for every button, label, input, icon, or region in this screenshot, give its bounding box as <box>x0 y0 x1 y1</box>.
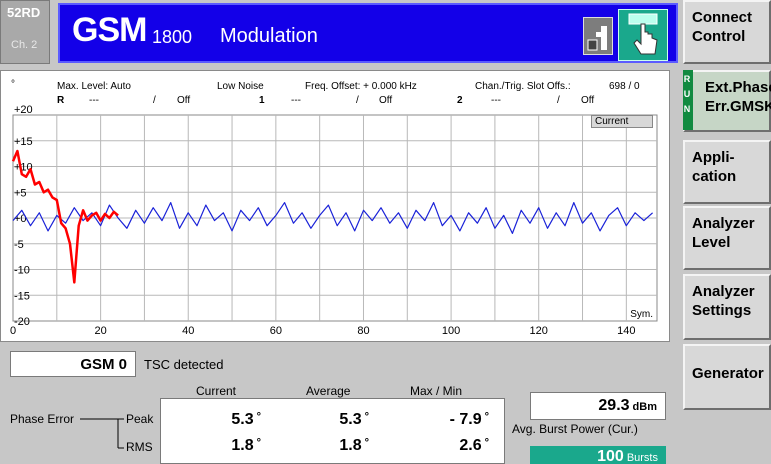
marker-2-slash: / <box>557 95 560 106</box>
ext-phase-err-button[interactable]: Ext.Phase Err.GMSK <box>683 70 771 132</box>
marker-1-slash: / <box>356 95 359 106</box>
y-tick-label: +20 <box>14 104 33 116</box>
burst-count-unit: Bursts <box>626 452 658 464</box>
table-cell: 2.6 ° <box>419 437 489 455</box>
x-tick-label: 80 <box>357 325 369 337</box>
marker-r-value: --- <box>89 95 99 106</box>
connector-icon <box>583 17 613 55</box>
results-table: 5.3 ° 5.3 ° - 7.9 ° 1.8 ° 1.8 ° 2.6 ° <box>160 398 505 464</box>
y-tick-label: -5 <box>14 239 24 251</box>
peak-maxmin-value: - 7.9 <box>449 411 482 428</box>
peak-average-value: 5.3 <box>339 411 362 428</box>
column-header-maxmin: Max / Min <box>410 384 463 398</box>
band-label: 1800 <box>152 27 193 47</box>
column-header-average: Average <box>306 384 351 398</box>
burst-power-value: 29.3 <box>598 397 630 414</box>
marker-r-state: Off <box>177 95 191 106</box>
peak-current-value: 5.3 <box>231 411 254 428</box>
peak-current-unit: ° <box>256 411 261 423</box>
rms-label: RMS <box>126 440 153 454</box>
marker-1-id: 1 <box>259 95 265 106</box>
phase-error-plot-panel: ° Max. Level: Auto Low Noise Freq. Offse… <box>0 70 670 342</box>
marker-2-state: Off <box>581 95 595 106</box>
current-tag: Current <box>591 115 653 128</box>
x-tick-label: 20 <box>94 325 106 337</box>
x-tick-label: 140 <box>617 325 635 337</box>
run-label: RUN <box>683 74 691 114</box>
table-cell: 5.3 ° <box>191 411 261 429</box>
phase-error-chart: +20+15+10+5+0-5-10-15-200 20 40 60 80 100 120 1… <box>10 104 658 337</box>
phase-error-label: Phase Error <box>10 412 75 426</box>
x-axis-label: Sym. <box>630 309 653 320</box>
burst-power-display: 29.3 dBm <box>530 392 666 420</box>
y-tick-label: +15 <box>14 136 33 148</box>
peak-label: Peak <box>126 412 154 426</box>
table-cell: 1.8 ° <box>299 437 369 455</box>
channel-selector[interactable]: 52RD Ch. 2 <box>0 0 50 64</box>
x-tick-label: 120 <box>530 325 548 337</box>
rms-maxmin-value: 2.6 <box>459 437 482 454</box>
rms-average-unit: ° <box>364 437 369 449</box>
slot-offset-label: Chan./Trig. Slot Offs.: <box>475 81 571 92</box>
burst-count-value: 100 <box>597 448 624 464</box>
x-tick-label: 100 <box>442 325 460 337</box>
marker-2-id: 2 <box>457 95 463 106</box>
y-tick-label: -20 <box>14 316 30 328</box>
generator-button[interactable]: Generator <box>683 344 771 410</box>
y-tick-label: -10 <box>14 265 30 277</box>
title-bar: GSM 1800 Modulation <box>58 3 678 63</box>
column-header-current: Current <box>196 384 237 398</box>
y-tick-label: +10 <box>14 162 33 174</box>
y-tick-label: +5 <box>14 187 27 199</box>
burst-power-unit: dBm <box>632 401 657 413</box>
table-cell: - 7.9 ° <box>419 411 489 429</box>
max-level-label: Max. Level: Auto <box>57 81 131 92</box>
analyzer-settings-button[interactable]: Analyzer Settings <box>683 274 771 340</box>
tsc-status: TSC detected <box>144 357 224 372</box>
run-indicator: RUN <box>683 70 693 130</box>
table-cell: 1.8 ° <box>191 437 261 455</box>
rms-maxmin-unit: ° <box>484 437 489 449</box>
burst-count-display: 100 Bursts <box>530 446 666 464</box>
channel-2-label: Ch. 2 <box>11 39 38 51</box>
peak-average-unit: ° <box>364 411 369 423</box>
bracket-lines <box>80 418 124 449</box>
marker-r-slash: / <box>153 95 156 106</box>
rms-current-unit: ° <box>256 437 261 449</box>
unit-label: ° <box>11 79 15 90</box>
freq-offset-label: Freq. Offset: + 0.000 kHz <box>305 81 417 92</box>
peak-maxmin-unit: ° <box>484 411 489 423</box>
marker-2-value: --- <box>491 95 501 106</box>
x-tick-label: 60 <box>270 325 282 337</box>
slot-offset-values: 698 / 0 <box>609 81 640 92</box>
standard-title: GSM <box>72 11 147 49</box>
y-tick-label: -15 <box>14 290 30 302</box>
analyzer-level-button[interactable]: Analyzer Level <box>683 206 771 270</box>
phase-error-trace <box>12 202 654 234</box>
marker-1-value: --- <box>291 95 301 106</box>
marker-1-state: Off <box>379 95 393 106</box>
x-tick-label: 40 <box>182 325 194 337</box>
phase-error-reference-trace <box>11 149 119 284</box>
rms-average-value: 1.8 <box>339 437 362 454</box>
channel-1-label: 52RD <box>7 5 41 20</box>
table-cell: 5.3 ° <box>299 411 369 429</box>
marker-r-id: R <box>57 95 65 106</box>
hand-pointer-icon[interactable] <box>618 9 668 61</box>
burst-power-label: Avg. Burst Power (Cur.) <box>512 422 638 436</box>
x-tick-label: 0 <box>10 325 16 337</box>
mode-title: Modulation <box>220 25 318 47</box>
rms-current-value: 1.8 <box>231 437 254 454</box>
connect-control-button[interactable]: Connect Control <box>683 0 771 64</box>
standard-display: GSM 0 <box>10 351 136 377</box>
noise-label: Low Noise <box>217 81 264 92</box>
application-button[interactable]: Appli- cation <box>683 140 771 204</box>
